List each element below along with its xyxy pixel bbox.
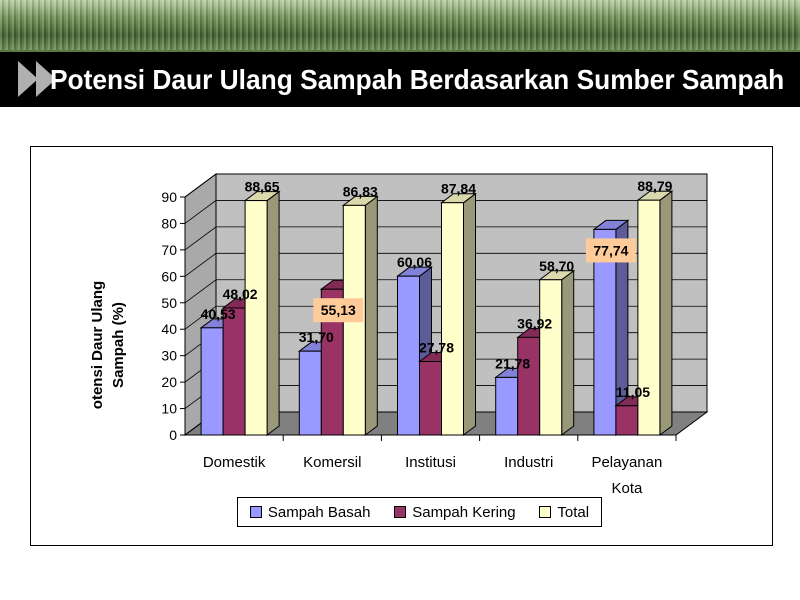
data-label-sampah-kering-komersil: 55,13 (321, 302, 356, 318)
slide-title: Potensi Daur Ulang Sampah Berdasarkan Su… (50, 64, 785, 95)
data-label-sampah-basah-institusi: 60,06 (397, 254, 432, 270)
x-category-label: Industri (504, 454, 553, 471)
legend-swatch-sampah-basah (249, 506, 262, 518)
y-axis-label-line-1: otensi Daur Ulang (89, 280, 106, 410)
legend-swatch-total (539, 506, 552, 518)
bar-side (561, 269, 575, 436)
bar-chart: 0 10 20 30 40 50 60 70 80 90 40,53 48,02 88,65 31,70 5… (161, 173, 709, 497)
y-tick-label: 40 (161, 321, 177, 337)
x-category-label: Komersil (303, 454, 361, 471)
legend-item-total: Total (539, 504, 589, 521)
chart-frame: 0 10 20 30 40 50 60 70 80 90 40,53 48,02 88,65 31,70 5… (30, 146, 773, 546)
y-tick-label: 20 (161, 374, 177, 390)
bar-front (419, 361, 442, 436)
x-axis-category-labels: Domestik Komersil Institusi Industri Pelayan… (203, 454, 663, 497)
data-label-sampah-basah-industri: 21,78 (495, 355, 530, 371)
bar-total-pelayanan-kota (636, 190, 674, 436)
bar-front (200, 327, 224, 436)
data-label-total-domestik: 88,65 (245, 179, 280, 195)
y-tick-label: 0 (169, 427, 177, 443)
x-category-label: Domestik (203, 454, 266, 471)
y-tick-label: 60 (161, 268, 177, 284)
legend-label-total: Total (557, 503, 590, 521)
x-category-label: Kota (611, 480, 643, 497)
data-label-sampah-basah-domestik: 40,53 (201, 306, 236, 322)
y-tick-label: 70 (161, 242, 177, 258)
bar-total-domestik (243, 190, 281, 436)
data-label-sampah-kering-industri: 36,92 (517, 315, 552, 331)
legend-item-sampah-basah: Sampah Basah (249, 503, 371, 521)
decorative-top-band (0, 0, 800, 52)
y-axis-ticks: 0 10 20 30 40 50 60 70 80 90 (161, 189, 677, 443)
data-label-sampah-kering-institusi: 27,78 (419, 340, 454, 356)
bar-front (397, 275, 420, 436)
y-tick-label: 80 (161, 215, 177, 231)
y-axis-label: otensi Daur Ulang Sampah (%) (87, 225, 137, 465)
gridline (184, 226, 707, 251)
data-label-total-institusi: 87,84 (441, 181, 476, 197)
bar-front (637, 199, 661, 436)
bar-front (495, 376, 519, 436)
legend-item-sampah-kering: Sampah Kering (394, 503, 516, 521)
bar-front (539, 279, 563, 436)
legend-swatch-sampah-kering (394, 506, 407, 518)
bar-side (266, 190, 280, 436)
bar-front (222, 307, 246, 436)
data-label-total-komersil: 86,83 (343, 183, 378, 199)
y-tick-label: 30 (161, 348, 177, 364)
bar-side (364, 195, 378, 436)
bar-front (298, 350, 322, 436)
y-tick-label: 10 (161, 401, 177, 417)
gridline (184, 200, 707, 224)
data-label-sampah-basah-pelayanan-kota: 77,74 (593, 242, 628, 258)
bar-front (244, 200, 268, 436)
bars (199, 190, 674, 436)
gridline (184, 173, 707, 198)
y-tick-label: 50 (161, 295, 177, 311)
x-category-label: Pelayanan (591, 454, 662, 471)
data-label-sampah-kering-domestik: 48,02 (223, 286, 258, 302)
data-label-highlight-box (313, 298, 364, 323)
double-arrow-icon (18, 61, 56, 97)
legend-label-sampah-basah: Sampah Basah (267, 503, 371, 521)
legend-label-sampah-kering: Sampah Kering (412, 503, 516, 521)
chart-legend: Sampah Basah Sampah Kering Total (237, 497, 602, 527)
bar-total-institusi (440, 192, 477, 436)
data-label-highlight-box (585, 238, 636, 263)
bar-front (517, 336, 541, 436)
data-labels: 40,53 48,02 88,65 31,70 55,13 86,83 60,06 27,78… (201, 178, 673, 400)
gridline (184, 252, 707, 277)
data-label-total-industri: 58,70 (539, 258, 574, 274)
bar-front (593, 228, 617, 436)
data-label-sampah-kering-pelayanan-kota: 11,05 (616, 384, 650, 400)
x-category-label: Institusi (405, 454, 456, 471)
y-axis-label-line-2: Sampah (%) (110, 302, 127, 388)
bar-side (659, 190, 673, 436)
y-tick-label: 90 (161, 189, 177, 205)
title-bar: Potensi Daur Ulang Sampah Berdasarkan Su… (0, 52, 800, 107)
bar-side (463, 192, 476, 436)
bar-front (615, 405, 639, 436)
bar-front (441, 202, 464, 436)
data-label-total-pelayanan-kota: 88,79 (637, 178, 672, 194)
bar-total-industri (538, 269, 576, 436)
data-label-sampah-basah-komersil: 31,70 (299, 329, 334, 345)
